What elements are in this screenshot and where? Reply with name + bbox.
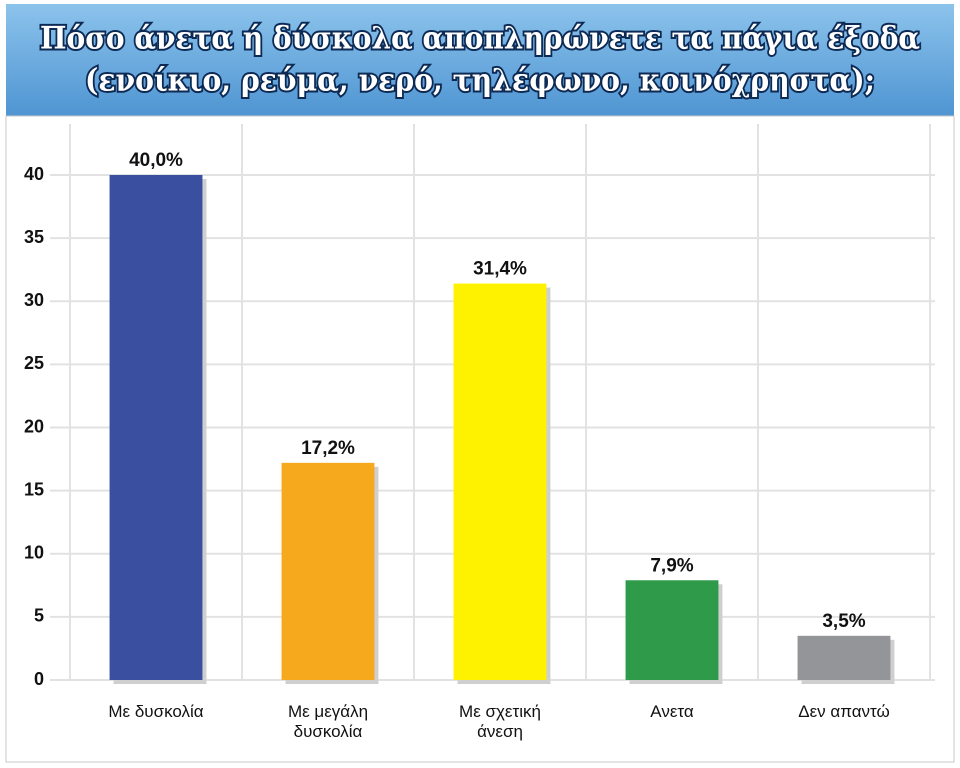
bar	[109, 175, 203, 680]
value-label: 3,5%	[822, 611, 865, 632]
value-label: 31,4%	[473, 259, 527, 280]
value-label: 7,9%	[650, 555, 693, 576]
x-tick-label: Με σχετική άνεση	[459, 702, 541, 741]
bar	[625, 580, 719, 680]
y-tick-label: 25	[24, 353, 44, 373]
chart-title: Πόσο άνετα ή δύσκολα αποπληρώνετε τα πάγ…	[40, 21, 920, 57]
y-tick-label: 10	[24, 543, 44, 563]
x-tick-label: Δεν απαντώ	[798, 702, 890, 721]
value-label: 17,2%	[301, 438, 355, 459]
chart-title: (ενοίκιο, ρεύμα, νερό, τηλέφωνο, κοινόχρ…	[85, 63, 875, 99]
y-tick-label: 0	[34, 669, 44, 689]
y-tick-label: 40	[24, 164, 44, 184]
bar	[453, 283, 547, 680]
bar	[797, 635, 891, 680]
value-label: 40,0%	[129, 150, 183, 171]
y-tick-label: 5	[34, 606, 44, 626]
y-tick-label: 15	[24, 479, 44, 499]
title-banner	[6, 4, 954, 116]
y-tick-label: 20	[24, 416, 44, 436]
x-tick-label: Ανετα	[650, 702, 694, 721]
x-tick-label: Με μεγάλη δυσκολία	[287, 702, 369, 741]
y-tick-label: 30	[24, 290, 44, 310]
bar	[281, 462, 375, 680]
vertical-grid	[69, 124, 931, 680]
x-tick-label: Με δυσκολία	[108, 702, 204, 721]
y-tick-label: 35	[24, 227, 44, 247]
